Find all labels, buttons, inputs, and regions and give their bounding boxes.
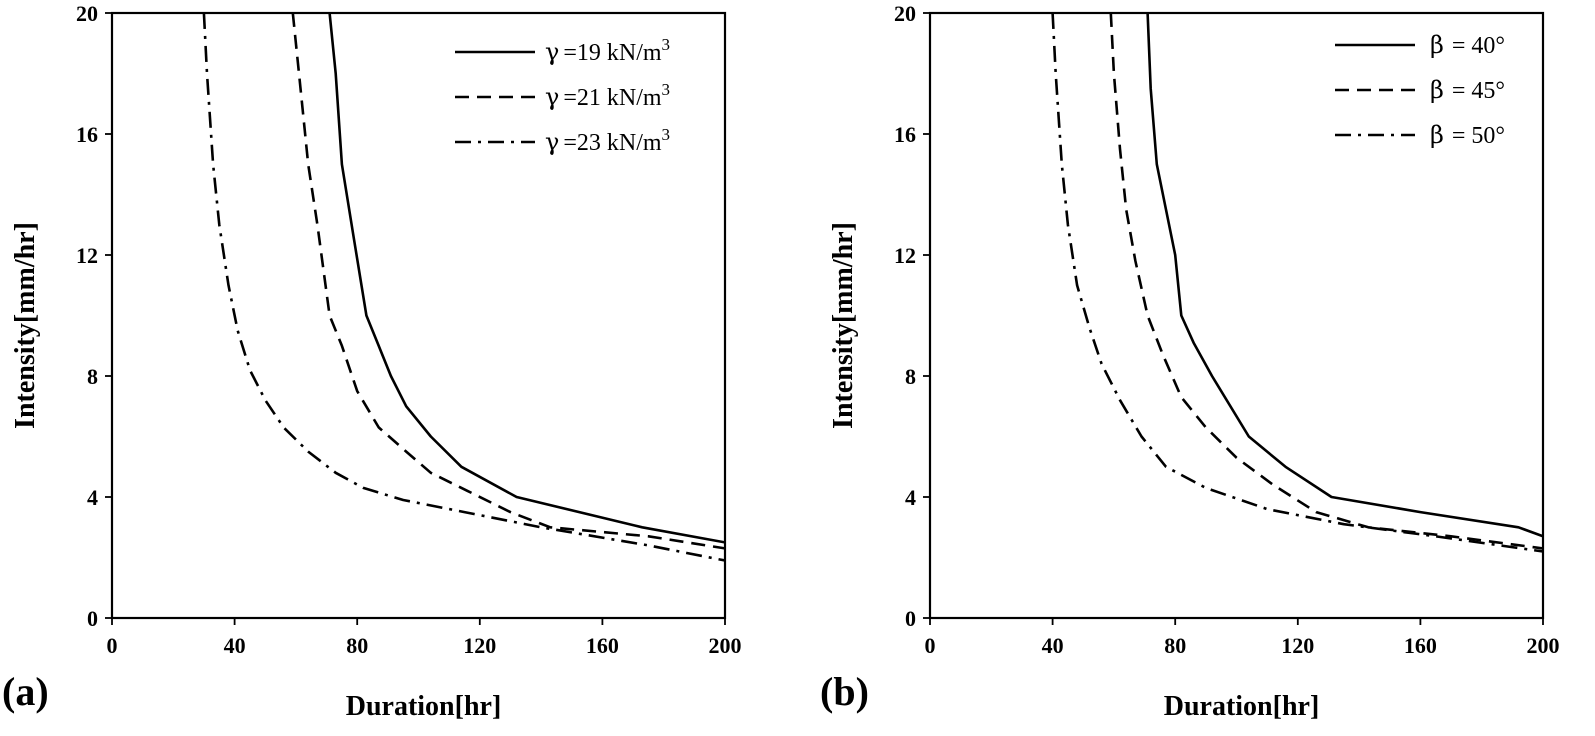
plot-frame bbox=[110, 11, 727, 620]
y-tick-label: 12 bbox=[76, 243, 98, 268]
y-tick-label: 12 bbox=[894, 243, 916, 268]
x-tick-label: 80 bbox=[346, 633, 368, 658]
y-tick-label: 8 bbox=[905, 364, 916, 389]
y-axis-title: Intensity[mm/hr] bbox=[10, 222, 41, 429]
y-tick-label: 20 bbox=[894, 1, 916, 26]
y-tick-label: 4 bbox=[905, 485, 916, 510]
x-tick-label: 80 bbox=[1164, 633, 1186, 658]
x-tick-label: 160 bbox=[1404, 633, 1437, 658]
legend-name: = 50° bbox=[1452, 123, 1505, 149]
y-tick-label: 8 bbox=[87, 364, 98, 389]
legend-superscript: 3 bbox=[662, 125, 671, 144]
legend-symbol: β bbox=[1430, 31, 1444, 59]
legend-label: β = 50° bbox=[1430, 121, 1505, 149]
plot-frame bbox=[928, 11, 1545, 620]
legend-label: γ =21 kN/m3 bbox=[545, 80, 670, 111]
y-tick-label: 16 bbox=[894, 122, 916, 147]
y-tick-label: 0 bbox=[905, 606, 916, 631]
x-tick-label: 120 bbox=[1281, 633, 1314, 658]
legend-name: =21 kN/m bbox=[563, 85, 662, 111]
x-tick-label: 160 bbox=[586, 633, 619, 658]
y-tick-label: 0 bbox=[87, 606, 98, 631]
legend-label: β = 40° bbox=[1430, 31, 1505, 59]
panel-label: (b) bbox=[820, 669, 869, 714]
y-axis-title: Intensity[mm/hr] bbox=[828, 222, 859, 429]
series-line bbox=[1146, 13, 1543, 538]
x-tick-label: 200 bbox=[1527, 633, 1560, 658]
legend-symbol: γ bbox=[545, 83, 559, 111]
series-line bbox=[1109, 13, 1543, 550]
x-axis-title: Duration[hr] bbox=[346, 691, 502, 722]
panel-a: 0 40 80 120 160 200 0 4 8 12 16 20 Duration[hr] Inten… bbox=[2, 1, 742, 722]
panel-label: (a) bbox=[2, 669, 49, 714]
x-tick-label: 40 bbox=[1042, 633, 1064, 658]
y-tick-label: 4 bbox=[87, 485, 98, 510]
legend-label: β = 45° bbox=[1430, 76, 1505, 104]
legend-superscript: 3 bbox=[662, 80, 671, 99]
legend-label: γ =19 kN/m3 bbox=[545, 35, 670, 66]
legend-symbol: γ bbox=[545, 128, 559, 156]
series-line bbox=[328, 13, 725, 544]
x-tick-label: 200 bbox=[709, 633, 742, 658]
legend-name: = 45° bbox=[1452, 78, 1505, 104]
legend-symbol: γ bbox=[545, 38, 559, 66]
x-tick-label: 0 bbox=[925, 633, 936, 658]
x-tick-label: 40 bbox=[224, 633, 246, 658]
panel-b: 0 40 80 120 160 200 0 4 8 12 16 20 Duration[hr] Inten… bbox=[820, 1, 1560, 722]
series-line bbox=[291, 13, 725, 550]
legend-name: = 40° bbox=[1452, 33, 1505, 59]
x-tick-label: 0 bbox=[107, 633, 118, 658]
series-line bbox=[1051, 13, 1543, 553]
legend-symbol: β bbox=[1430, 76, 1444, 104]
x-tick-label: 120 bbox=[463, 633, 496, 658]
x-axis-title: Duration[hr] bbox=[1164, 691, 1320, 722]
legend-name: =23 kN/m bbox=[563, 130, 662, 156]
legend-name: =19 kN/m bbox=[563, 40, 662, 66]
legend-label: γ =23 kN/m3 bbox=[545, 125, 670, 156]
legend-superscript: 3 bbox=[662, 35, 671, 54]
y-tick-label: 20 bbox=[76, 1, 98, 26]
legend-symbol: β bbox=[1430, 121, 1444, 149]
y-tick-label: 16 bbox=[76, 122, 98, 147]
